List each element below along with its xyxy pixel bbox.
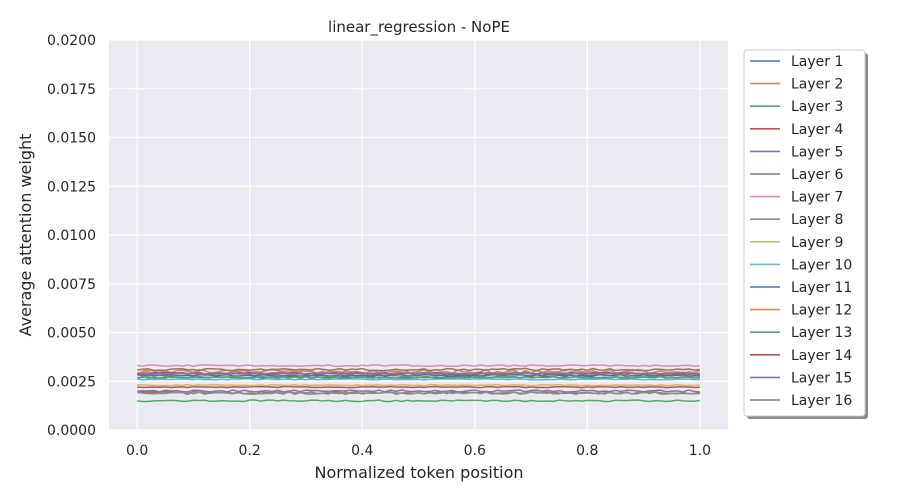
legend-label: Layer 9 xyxy=(791,235,843,251)
legend-label: Layer 7 xyxy=(791,190,843,206)
y-tick-label: 0.0000 xyxy=(47,423,96,439)
series-lines xyxy=(136,364,701,403)
grid-lines xyxy=(109,39,728,431)
y-tick-label: 0.0175 xyxy=(47,82,96,98)
legend-label: Layer 8 xyxy=(791,212,843,228)
legend-label: Layer 13 xyxy=(791,325,852,341)
series-line xyxy=(137,383,700,387)
series-line xyxy=(137,367,700,372)
legend-label: Layer 5 xyxy=(791,144,843,160)
y-tick-label: 0.0125 xyxy=(47,179,96,195)
y-tick-label: 0.0050 xyxy=(47,326,96,342)
legend-label: Layer 3 xyxy=(791,99,843,115)
series-line xyxy=(137,389,700,393)
y-tick-label: 0.0150 xyxy=(47,131,96,147)
series-line xyxy=(136,375,700,380)
series-line xyxy=(137,377,700,381)
x-tick-label: 0.4 xyxy=(351,443,373,459)
legend-items: Layer 1 Layer 2 Layer 3 Layer 4 Layer 5 Layer… xyxy=(750,54,852,409)
legend-label: Layer 4 xyxy=(791,122,843,138)
y-tick-label: 0.0200 xyxy=(47,33,96,49)
series-line xyxy=(137,364,700,368)
legend-label: Layer 11 xyxy=(791,280,852,296)
y-tick-label: 0.0075 xyxy=(47,277,96,293)
y-axis-label: Average attention weight xyxy=(16,134,35,337)
legend: Layer 1 Layer 2 Layer 3 Layer 4 Layer 5 Layer… xyxy=(743,49,868,419)
series-line xyxy=(137,372,700,375)
series-line xyxy=(137,373,700,377)
legend-label: Layer 16 xyxy=(791,393,852,409)
x-tick-label: 0.6 xyxy=(464,443,486,459)
x-tick-label: 0.0 xyxy=(126,443,148,459)
legend-label: Layer 1 xyxy=(791,54,843,70)
y-tick-labels: 0.0000 0.0025 0.0050 0.0075 0.0100 0.0125 0.01… xyxy=(47,33,96,439)
x-tick-labels: 0.0 0.2 0.4 0.6 0.8 1.0 xyxy=(126,443,711,459)
x-tick-label: 0.2 xyxy=(239,443,261,459)
legend-label: Layer 10 xyxy=(791,257,852,273)
chart-title: linear_regression - NoPE xyxy=(328,18,510,37)
series-line xyxy=(137,391,700,395)
x-axis-label: Normalized token position xyxy=(314,463,523,482)
legend-label: Layer 14 xyxy=(791,348,852,364)
series-line xyxy=(137,385,700,389)
legend-label: Layer 2 xyxy=(791,77,843,93)
legend-label: Layer 6 xyxy=(791,167,843,183)
y-tick-label: 0.0025 xyxy=(47,374,96,390)
y-tick-label: 0.0100 xyxy=(47,228,96,244)
legend-box xyxy=(743,49,866,417)
legend-label: Layer 15 xyxy=(791,370,852,386)
legend-label: Layer 12 xyxy=(791,303,852,319)
x-tick-label: 0.8 xyxy=(576,443,598,459)
x-tick-label: 1.0 xyxy=(689,443,711,459)
series-line xyxy=(137,399,700,403)
